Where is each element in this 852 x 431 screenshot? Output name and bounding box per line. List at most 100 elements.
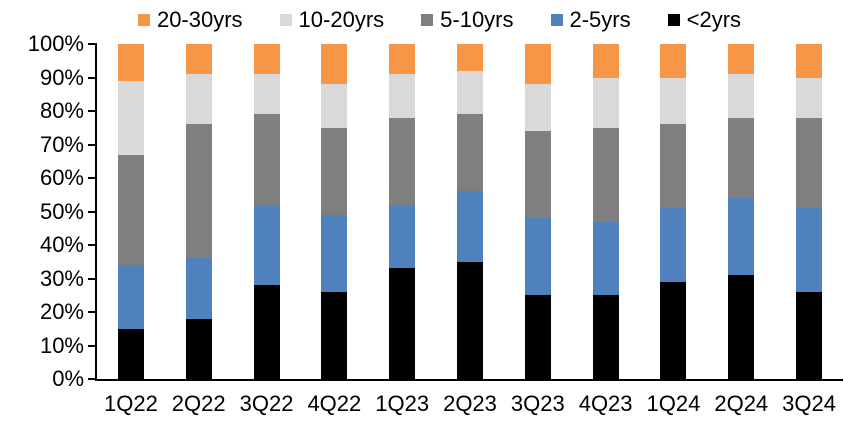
- y-axis-label-10: 10%: [39, 332, 84, 358]
- x-axis-label-2q22: 2Q22: [171, 391, 226, 416]
- y-axis-tick: [88, 311, 97, 313]
- bar-segment-4q22-5-10yrs: [321, 127, 348, 215]
- bar-segment-1q22-5-10yrs: [117, 154, 144, 266]
- x-axis-label-4q23: 4Q23: [578, 391, 633, 416]
- y-axis-tick: [88, 210, 97, 213]
- bar-4q23: [592, 44, 619, 379]
- y-axis-label-50: 50%: [39, 198, 84, 224]
- x-axis-label-3q24: 3Q24: [782, 391, 836, 416]
- x-axis-label-2q23: 2Q23: [443, 391, 497, 416]
- bar-segment-1q23-5-10yrs: [389, 117, 416, 205]
- x-axis-label-2q24: 2Q24: [714, 391, 769, 416]
- y-axis-label-80: 80%: [39, 98, 84, 123]
- bar-segment-2q22-5-10yrs: [185, 124, 212, 259]
- x-axis-label-1q24: 1Q24: [646, 391, 701, 416]
- y-axis-tick: [88, 143, 97, 146]
- x-axis-label-3q22: 3Q22: [239, 391, 294, 416]
- bar-segment-2q24-5-10yrs: [728, 117, 755, 199]
- y-axis-label-0: 0%: [52, 366, 84, 391]
- legend-label: 10-20yrs: [298, 7, 385, 32]
- bar-band-2q22: [165, 44, 233, 379]
- bar-segment-2q22-2yrs: [185, 318, 212, 379]
- bar-segment-2q24-2-5yrs: [728, 198, 755, 276]
- bar-2q24: [728, 44, 755, 379]
- bar-segment-3q22-20-30yrs: [253, 44, 280, 75]
- y-axis-tick: [88, 76, 97, 79]
- bar-segment-4q22-2-5yrs: [321, 214, 348, 292]
- bar-segment-2q24-10-20yrs: [728, 74, 755, 118]
- bar-segment-2q22-20-30yrs: [185, 44, 212, 75]
- bar-band-4q22: [300, 44, 368, 379]
- bar-segment-4q23-2-5yrs: [592, 221, 619, 296]
- bar-2q23: [456, 44, 483, 379]
- bar-segment-2q23-5-10yrs: [456, 114, 483, 192]
- y-axis-label-70: 70%: [39, 131, 84, 157]
- bar-segment-3q24-2-5yrs: [796, 208, 823, 292]
- y-axis-tick: [88, 244, 97, 246]
- legend-swatch-icon: [550, 14, 563, 26]
- bar-band-2q23: [436, 44, 504, 379]
- bar-segment-2q23-20-30yrs: [456, 44, 483, 71]
- bar-2q22: [185, 44, 212, 379]
- legend-label: 5-10yrs: [440, 7, 514, 32]
- bar-segment-1q22-2-5yrs: [117, 265, 144, 329]
- legend-swatch-icon: [279, 14, 292, 26]
- bar-segment-4q22-10-20yrs: [321, 84, 348, 128]
- legend-item-5-10yrs: 5-10yrs: [421, 7, 514, 33]
- y-axis-label-60: 60%: [39, 165, 84, 190]
- bar-segment-3q24-5-10yrs: [796, 117, 823, 209]
- bar-segment-1q24-2-5yrs: [660, 208, 687, 282]
- y-axis-label-20: 20%: [39, 299, 84, 324]
- bar-segment-3q22-2-5yrs: [253, 204, 280, 286]
- bar-segment-3q23-10-20yrs: [524, 84, 551, 132]
- bar-segment-2q23-2yrs: [456, 261, 483, 379]
- legend-swatch-icon: [421, 14, 434, 26]
- legend-item-10-20yrs: 10-20yrs: [279, 7, 385, 33]
- bar-segment-3q24-10-20yrs: [796, 77, 823, 118]
- y-axis-tick: [88, 177, 97, 179]
- x-axis-label-1q23: 1Q23: [375, 391, 430, 416]
- bar-segment-1q24-10-20yrs: [660, 77, 687, 125]
- plot-area: [97, 44, 843, 379]
- bar-segment-1q24-20-30yrs: [660, 44, 687, 78]
- legend-item-2yrs: <2yrs: [667, 7, 741, 33]
- bar-band-1q24: [640, 44, 708, 379]
- bar-segment-2q24-20-30yrs: [728, 44, 755, 75]
- bar-3q22: [253, 44, 280, 379]
- bar-band-2q24: [707, 44, 775, 379]
- bar-segment-1q23-2-5yrs: [389, 204, 416, 269]
- bar-segment-2q24-2yrs: [728, 275, 755, 379]
- bar-segment-1q24-2yrs: [660, 281, 687, 379]
- y-axis-tick: [88, 378, 97, 380]
- legend-item-20-30yrs: 20-30yrs: [137, 7, 243, 33]
- bar-segment-3q23-20-30yrs: [524, 44, 551, 85]
- legend-label: 20-30yrs: [156, 7, 243, 32]
- y-axis-tick: [88, 277, 97, 280]
- legend: 20-30yrs 10-20yrs 5-10yrs 2-5yrs <2yrs: [66, 6, 813, 34]
- y-axis-line: [95, 44, 97, 381]
- bar-segment-2q23-10-20yrs: [456, 70, 483, 115]
- bar-segment-3q23-5-10yrs: [524, 131, 551, 219]
- bar-segment-4q23-20-30yrs: [592, 44, 619, 78]
- legend-label: 2-5yrs: [569, 7, 631, 32]
- bar-segment-3q22-5-10yrs: [253, 114, 280, 205]
- bar-segment-1q23-10-20yrs: [389, 74, 416, 118]
- bar-segment-1q22-20-30yrs: [117, 44, 144, 81]
- y-axis-label-90: 90%: [39, 64, 84, 90]
- y-axis-label-100: 100%: [27, 31, 84, 56]
- x-axis-label-4q22: 4Q22: [307, 391, 362, 416]
- y-axis-tick: [88, 43, 97, 45]
- bar-band-1q23: [368, 44, 436, 379]
- bar-3q23: [524, 44, 551, 379]
- legend-swatch-icon: [667, 14, 680, 26]
- bar-segment-4q23-10-20yrs: [592, 77, 619, 128]
- x-axis-line: [95, 379, 843, 381]
- y-axis-label-40: 40%: [39, 232, 84, 257]
- bar-segment-3q23-2yrs: [524, 295, 551, 379]
- bar-segment-1q24-5-10yrs: [660, 124, 687, 209]
- bar-segment-1q22-10-20yrs: [117, 80, 144, 155]
- bar-segment-3q24-20-30yrs: [796, 44, 823, 78]
- bar-segment-4q22-2yrs: [321, 291, 348, 379]
- bar-segment-1q22-2yrs: [117, 328, 144, 379]
- y-axis-tick: [88, 344, 97, 347]
